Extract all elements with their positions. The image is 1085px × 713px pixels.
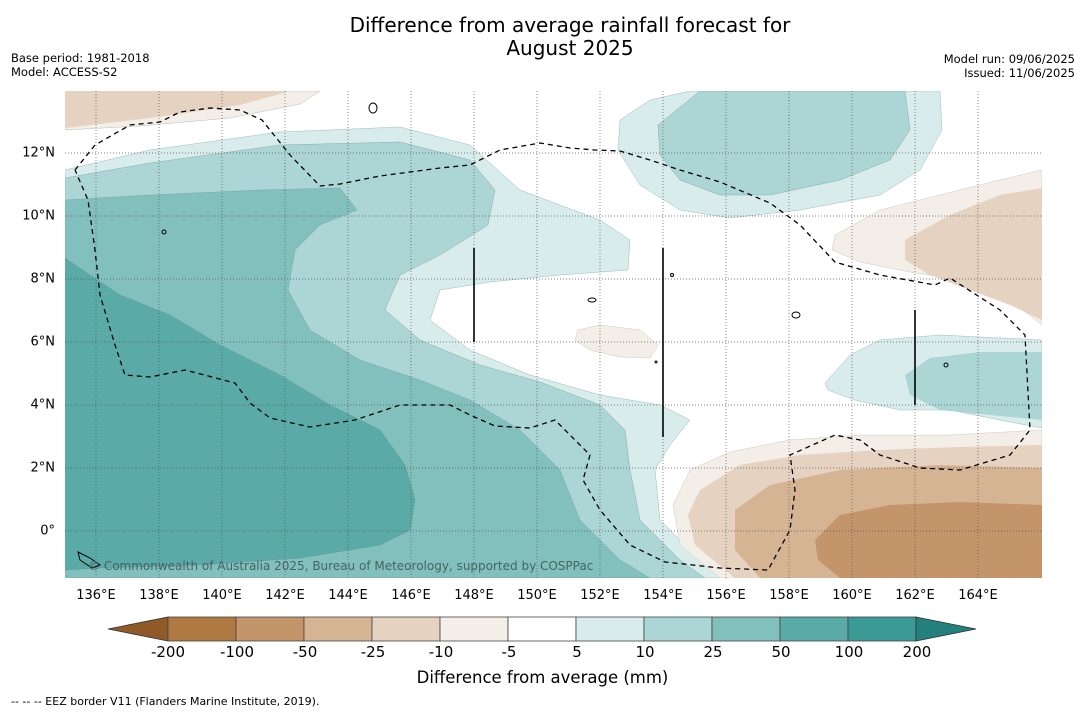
contour-pos10-north <box>657 91 911 196</box>
contour-pos10-east <box>905 352 1042 420</box>
lon-label: 138°E <box>139 588 179 603</box>
colorbar-tick: 200 <box>902 643 932 661</box>
rainfall-contours <box>65 91 1042 578</box>
lat-label: 0° <box>40 523 55 539</box>
lat-label: 10°N <box>22 208 55 224</box>
lon-label: 142°E <box>265 588 305 603</box>
title: Difference from average rainfall forecas… <box>270 14 870 60</box>
contour-neg10-east <box>905 188 1042 320</box>
lon-label: 162°E <box>895 588 935 603</box>
meta-right: Model run: 09/06/2025 Issued: 11/06/2025 <box>944 52 1075 80</box>
copyright-notice: © Commonwealth of Australia 2025, Bureau… <box>88 559 594 573</box>
lon-label: 160°E <box>832 588 872 603</box>
colorbar-label: Difference from average (mm) <box>416 668 669 687</box>
lon-label: 156°E <box>706 588 746 603</box>
contour-pos50-west <box>65 257 416 571</box>
colorbar-tick: 50 <box>771 643 791 661</box>
contour-neg5-center <box>574 324 659 359</box>
lat-label: 12°N <box>22 145 55 161</box>
lon-label: 136°E <box>76 588 116 603</box>
graticule <box>65 91 1042 578</box>
colorbar-tick: -10 <box>428 643 454 661</box>
colorbar-swatch <box>507 616 577 642</box>
base-period: Base period: 1981-2018 <box>11 51 150 65</box>
colorbar-swatch <box>167 616 237 642</box>
model-run: Model run: 09/06/2025 <box>943 52 1075 66</box>
lon-label: 146°E <box>391 588 431 603</box>
colorbar-swatch <box>235 616 305 642</box>
colorbar-tick: -50 <box>292 643 318 661</box>
colorbar-tick: -5 <box>501 643 517 661</box>
colorbar-swatch <box>643 616 713 642</box>
colorbar-arrow-low <box>107 616 169 642</box>
lon-label: 144°E <box>328 588 368 603</box>
colorbar-tick: -100 <box>219 643 255 661</box>
colorbar-swatch <box>711 616 781 642</box>
colorbar-swatch <box>439 616 509 642</box>
footnote: -- -- -- EEZ border V11 (Flanders Marine… <box>11 695 320 708</box>
eez-border <box>74 107 1031 571</box>
lon-label: 148°E <box>454 588 494 603</box>
lon-label: 150°E <box>517 588 557 603</box>
issued-date: Issued: 11/06/2025 <box>964 66 1075 80</box>
contour-neg50-southeast <box>815 502 1042 578</box>
colorbar-tick: 100 <box>834 643 864 661</box>
colorbar-swatch <box>371 616 441 642</box>
lon-label: 140°E <box>202 588 242 603</box>
colorbar-tick: -25 <box>360 643 386 661</box>
colorbar-swatch <box>303 616 373 642</box>
colorbar <box>107 616 977 642</box>
lat-label: 8°N <box>30 271 56 287</box>
lon-label: 152°E <box>580 588 620 603</box>
title-line-2: August 2025 <box>506 36 634 60</box>
colorbar-tick: -200 <box>150 643 186 661</box>
colorbar-swatch <box>779 616 849 642</box>
lon-label: 164°E <box>958 588 998 603</box>
contour-neg10-topleft <box>65 91 290 128</box>
islands <box>77 102 949 569</box>
lat-label: 4°N <box>30 397 56 413</box>
title-line-1: Difference from average rainfall forecas… <box>349 13 791 37</box>
model-name: Model: ACCESS-S2 <box>11 65 118 79</box>
lat-label: 6°N <box>30 334 56 350</box>
meta-left: Base period: 1981-2018 Model: ACCESS-S2 <box>11 51 150 79</box>
colorbar-swatch <box>847 616 917 642</box>
colorbar-arrow-high <box>915 616 977 642</box>
lat-label: 2°N <box>30 460 56 476</box>
lon-label: 158°E <box>769 588 809 603</box>
colorbar-tick: 5 <box>572 643 582 661</box>
colorbar-tick: 10 <box>635 643 655 661</box>
colorbar-tick: 25 <box>703 643 723 661</box>
colorbar-swatch <box>575 616 645 642</box>
lon-label: 154°E <box>643 588 683 603</box>
